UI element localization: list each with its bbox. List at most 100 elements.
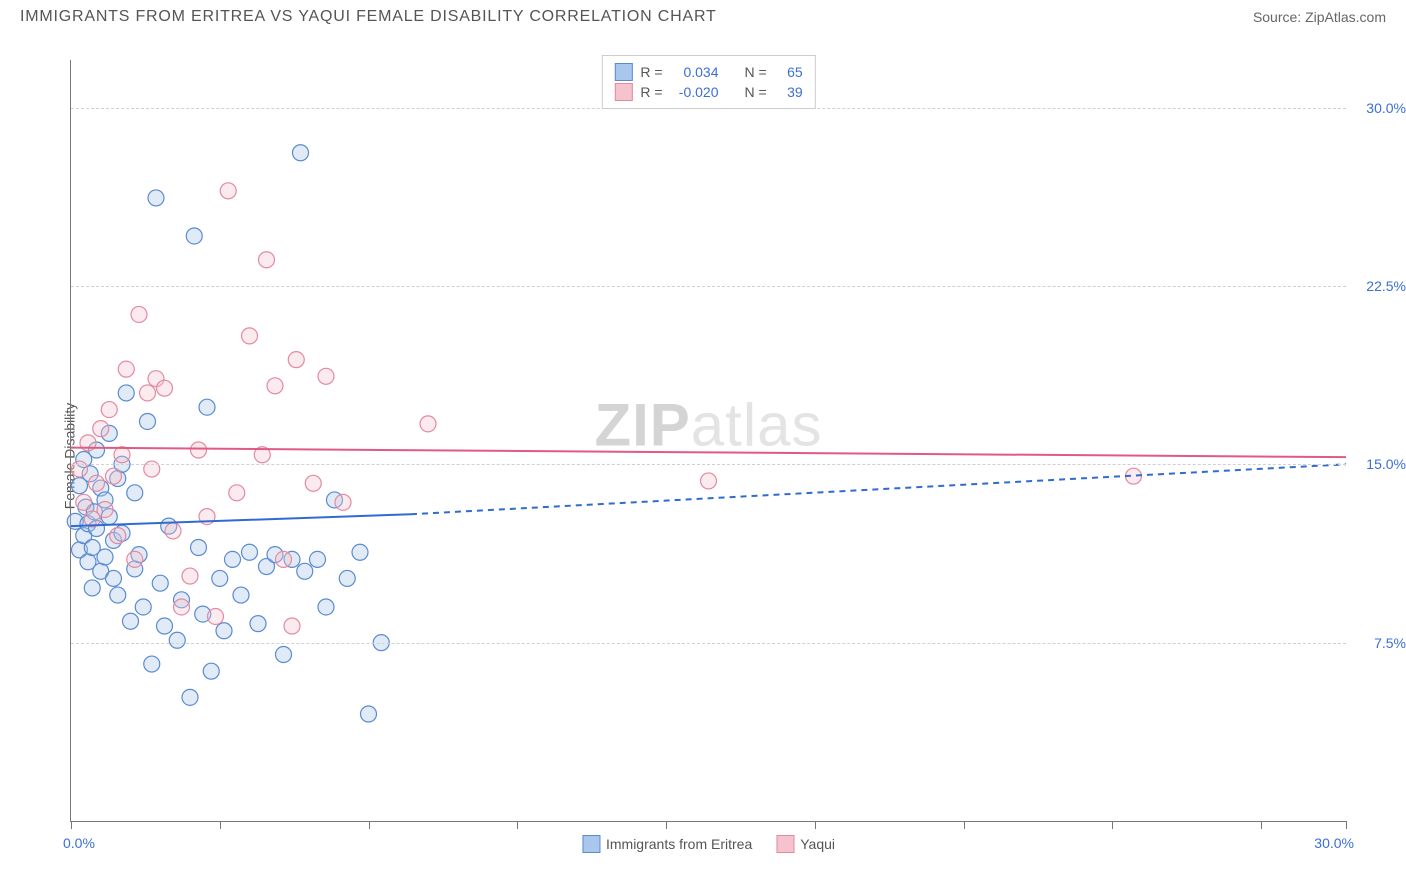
data-point xyxy=(335,494,351,510)
data-point xyxy=(127,485,143,501)
x-tick xyxy=(1346,821,1347,829)
data-point xyxy=(101,402,117,418)
data-point xyxy=(352,544,368,560)
stat-n-label: N = xyxy=(745,64,767,80)
data-point xyxy=(127,551,143,567)
legend-row: R = -0.020 N = 39 xyxy=(614,82,802,102)
data-point xyxy=(118,385,134,401)
data-point xyxy=(225,551,241,567)
stat-n-label: N = xyxy=(745,84,767,100)
series-legend: Immigrants from Eritrea Yaqui xyxy=(582,835,835,853)
data-point xyxy=(152,575,168,591)
data-point xyxy=(93,421,109,437)
data-point xyxy=(297,563,313,579)
data-point xyxy=(110,587,126,603)
data-point xyxy=(182,689,198,705)
data-point xyxy=(212,570,228,586)
data-point xyxy=(242,544,258,560)
legend-item: Yaqui xyxy=(776,835,835,853)
data-point xyxy=(361,706,377,722)
legend-label: Immigrants from Eritrea xyxy=(606,836,752,852)
stat-n-value: 39 xyxy=(775,84,803,100)
gridline xyxy=(71,643,1346,644)
data-point xyxy=(318,368,334,384)
scatter-svg xyxy=(71,60,1346,821)
legend-swatch xyxy=(614,63,632,81)
legend-item: Immigrants from Eritrea xyxy=(582,835,752,853)
x-tick xyxy=(517,821,518,829)
data-point xyxy=(284,618,300,634)
data-point xyxy=(169,632,185,648)
data-point xyxy=(84,580,100,596)
y-tick-label: 22.5% xyxy=(1351,278,1406,294)
data-point xyxy=(110,528,126,544)
data-point xyxy=(310,551,326,567)
data-point xyxy=(420,416,436,432)
x-tick xyxy=(666,821,667,829)
data-point xyxy=(276,551,292,567)
x-tick xyxy=(369,821,370,829)
data-point xyxy=(106,468,122,484)
x-tick xyxy=(964,821,965,829)
data-point xyxy=(701,473,717,489)
data-point xyxy=(220,183,236,199)
data-point xyxy=(339,570,355,586)
data-point xyxy=(305,475,321,491)
y-tick-label: 30.0% xyxy=(1351,100,1406,116)
data-point xyxy=(97,549,113,565)
data-point xyxy=(174,599,190,615)
correlation-legend: R =0.034N =65R =-0.020N =39 xyxy=(601,55,815,109)
data-point xyxy=(165,523,181,539)
trend-line-dashed xyxy=(411,464,1346,514)
data-point xyxy=(293,145,309,161)
legend-row: R =0.034N =65 xyxy=(614,62,802,82)
x-axis-min-label: 0.0% xyxy=(63,835,95,851)
data-point xyxy=(229,485,245,501)
x-tick xyxy=(815,821,816,829)
data-point xyxy=(267,378,283,394)
data-point xyxy=(148,190,164,206)
stat-r-label: R = xyxy=(640,84,662,100)
data-point xyxy=(250,616,266,632)
data-point xyxy=(76,494,92,510)
y-tick-label: 7.5% xyxy=(1351,635,1406,651)
trend-line xyxy=(71,514,411,526)
data-point xyxy=(199,399,215,415)
stat-r-label: R = xyxy=(640,64,662,80)
source-label: Source: ZipAtlas.com xyxy=(1253,9,1386,25)
data-point xyxy=(123,613,139,629)
data-point xyxy=(131,306,147,322)
stat-r-value: 0.034 xyxy=(671,64,719,80)
y-tick-label: 15.0% xyxy=(1351,456,1406,472)
data-point xyxy=(259,252,275,268)
data-point xyxy=(191,540,207,556)
chart-title: IMMIGRANTS FROM ERITREA VS YAQUI FEMALE … xyxy=(20,8,717,26)
data-point xyxy=(318,599,334,615)
x-tick xyxy=(1261,821,1262,829)
data-point xyxy=(118,361,134,377)
data-point xyxy=(233,587,249,603)
data-point xyxy=(203,663,219,679)
legend-swatch xyxy=(582,835,600,853)
data-point xyxy=(182,568,198,584)
gridline xyxy=(71,286,1346,287)
stat-r-value: -0.020 xyxy=(671,84,719,100)
data-point xyxy=(106,570,122,586)
data-point xyxy=(186,228,202,244)
data-point xyxy=(242,328,258,344)
x-tick xyxy=(220,821,221,829)
data-point xyxy=(216,623,232,639)
data-point xyxy=(140,385,156,401)
data-point xyxy=(114,447,130,463)
gridline xyxy=(71,464,1346,465)
data-point xyxy=(157,380,173,396)
legend-label: Yaqui xyxy=(800,836,835,852)
data-point xyxy=(157,618,173,634)
legend-swatch xyxy=(614,83,632,101)
x-tick xyxy=(71,821,72,829)
data-point xyxy=(135,599,151,615)
x-tick xyxy=(1112,821,1113,829)
data-point xyxy=(144,656,160,672)
legend-swatch xyxy=(776,835,794,853)
data-point xyxy=(288,352,304,368)
